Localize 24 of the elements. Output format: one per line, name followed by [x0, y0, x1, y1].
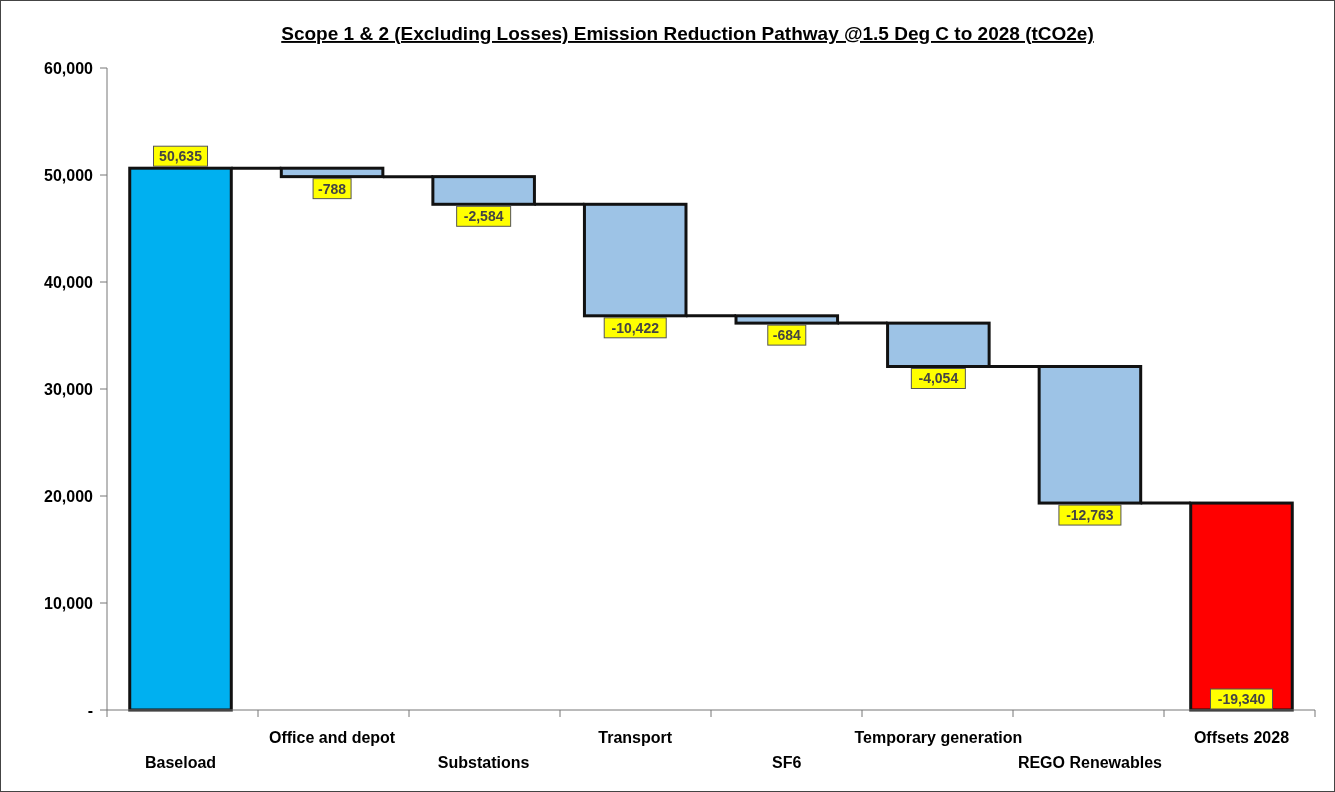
y-tick-label: 40,000	[44, 274, 94, 291]
data-label: -2,584	[463, 208, 504, 225]
y-tick-label: 60,000	[44, 60, 94, 77]
x-tick-label: Baseload	[144, 754, 217, 771]
x-tick-label: SF6	[772, 754, 802, 771]
x-tick-label: Substations	[437, 754, 530, 771]
data-label: -19,340	[1217, 691, 1266, 707]
y-tick-label: -	[87, 702, 93, 719]
chart-title: Scope 1 & 2 (Excluding Losses) Emission Reduction Pathway @1.5 Deg C to 2028 (tCO2e)	[281, 23, 1094, 44]
y-tick-label: 20,000	[44, 488, 94, 505]
data-label: -12,763	[1066, 507, 1114, 524]
x-tick-label: Office and depot	[268, 729, 396, 746]
y-tick-label: 10,000	[44, 595, 94, 612]
x-tick-label: REGO Renewables	[1017, 754, 1163, 771]
y-tick-label: 50,000	[44, 167, 94, 184]
data-label: -788	[318, 180, 347, 197]
data-label: -4,054	[918, 370, 959, 387]
x-tick-label: Transport	[598, 729, 673, 746]
data-label: -10,422	[611, 319, 660, 336]
y-tick-label: 30,000	[44, 381, 94, 398]
data-label: 50,635	[159, 148, 203, 165]
data-label: -684	[772, 327, 801, 344]
x-tick-label: Offsets 2028	[1193, 729, 1290, 746]
x-tick-label: Temporary generation	[854, 729, 1023, 746]
